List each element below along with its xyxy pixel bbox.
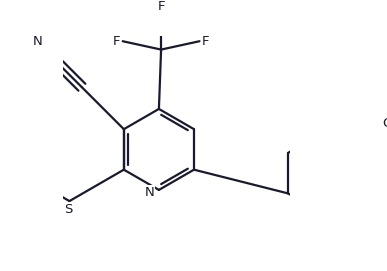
- Text: F: F: [158, 0, 165, 12]
- Text: F: F: [202, 35, 209, 48]
- Text: N: N: [33, 35, 43, 48]
- Text: N: N: [144, 186, 154, 199]
- Text: O: O: [383, 117, 387, 130]
- Text: F: F: [113, 35, 120, 48]
- Text: S: S: [64, 203, 72, 216]
